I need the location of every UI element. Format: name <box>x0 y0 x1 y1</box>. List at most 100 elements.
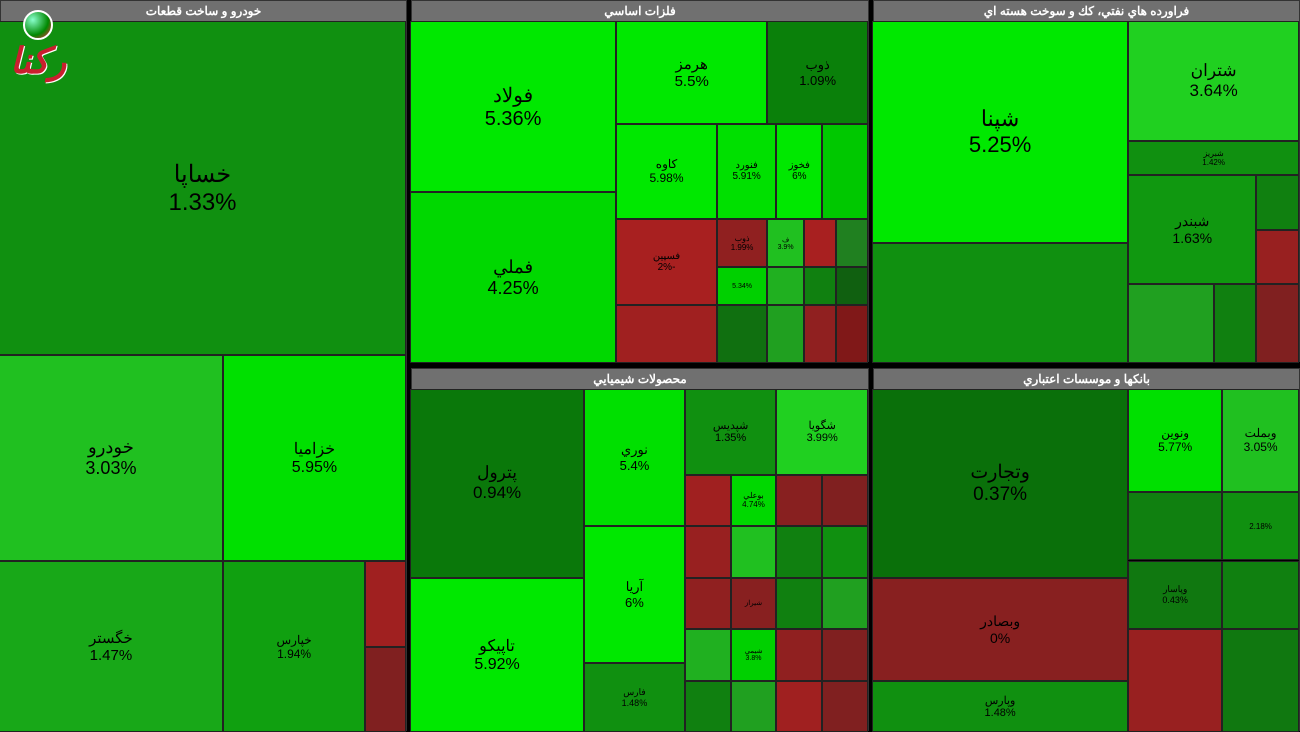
stock-cell[interactable] <box>1128 629 1222 732</box>
stock-cell[interactable]: ف3.9% <box>767 219 804 267</box>
stock-cell[interactable]: فسپین-2% <box>616 219 717 305</box>
stock-cell[interactable]: ذوب1.09% <box>767 21 868 124</box>
stock-cell[interactable]: تاپیکو5.92% <box>410 578 584 732</box>
stock-percent: 4.74% <box>742 500 765 509</box>
stock-cell[interactable] <box>776 526 822 577</box>
stock-cell[interactable] <box>1214 284 1257 363</box>
stock-cell[interactable]: خپارس1.94% <box>223 561 365 732</box>
stock-cell[interactable] <box>685 629 731 680</box>
stock-cell[interactable]: ذوب1.99% <box>717 219 767 267</box>
stock-cell[interactable] <box>365 647 406 732</box>
stock-cell[interactable]: شپدیس1.35% <box>685 389 777 475</box>
stock-cell[interactable] <box>1256 230 1299 285</box>
stock-name: تاپیکو <box>479 636 515 656</box>
stock-cell[interactable] <box>804 267 836 305</box>
stock-cell[interactable] <box>804 305 836 363</box>
stock-cell[interactable]: 2.18% <box>1222 492 1299 561</box>
stock-cell[interactable]: وتجارت0.37% <box>872 389 1128 578</box>
stock-cell[interactable] <box>1256 284 1299 363</box>
stock-cell[interactable] <box>685 475 731 526</box>
stock-cell[interactable]: شیراز <box>731 578 777 629</box>
stock-cell[interactable] <box>822 526 868 577</box>
stock-name: کاوه <box>656 157 677 171</box>
stock-cell[interactable] <box>776 681 822 732</box>
stock-name: ونوین <box>1161 426 1189 440</box>
stock-name: وپارس <box>985 694 1015 707</box>
stock-cell[interactable] <box>767 305 804 363</box>
stock-cell[interactable] <box>1256 175 1299 230</box>
stock-cell[interactable] <box>767 267 804 305</box>
panel-header: فراورده هاي نفتي، كك و سوخت هسته اي <box>874 1 1299 21</box>
stock-name: فنورد <box>736 160 758 171</box>
stock-cell[interactable]: پترول0.94% <box>410 389 584 578</box>
stock-cell[interactable] <box>804 219 836 267</box>
stock-cell[interactable] <box>776 629 822 680</box>
stock-cell[interactable] <box>1222 629 1299 732</box>
stock-cell[interactable]: کاوه5.98% <box>616 124 717 220</box>
stock-cell[interactable]: فولاد5.36% <box>410 21 616 192</box>
stock-cell[interactable] <box>822 681 868 732</box>
stock-percent: 1.33% <box>168 189 236 217</box>
stock-cell[interactable]: نوري5.4% <box>584 389 685 526</box>
stock-cell[interactable] <box>822 578 868 629</box>
stock-cell[interactable] <box>822 124 868 220</box>
panel-header: محصولات شيميايي <box>412 369 868 389</box>
stock-percent: 5.91% <box>732 171 760 182</box>
globe-icon <box>23 10 53 40</box>
stock-cell[interactable] <box>872 243 1128 363</box>
stock-cell[interactable]: 5.34% <box>717 267 767 305</box>
stock-cell[interactable] <box>616 305 717 363</box>
stock-cell[interactable]: وپارس1.48% <box>872 681 1128 732</box>
stock-name: وتجارت <box>970 461 1030 484</box>
stock-cell[interactable]: ونوین5.77% <box>1128 389 1222 492</box>
stock-cell[interactable]: شبندر1.63% <box>1128 175 1256 284</box>
stock-cell[interactable]: فملي4.25% <box>410 192 616 363</box>
stock-cell[interactable] <box>1128 492 1222 561</box>
stock-cell[interactable]: شپنا5.25% <box>872 21 1128 243</box>
stock-cell[interactable]: خودرو3.03% <box>0 355 223 561</box>
stock-percent: 0.43% <box>1162 595 1188 605</box>
stock-name: شیمي <box>745 647 763 655</box>
stock-cell[interactable] <box>685 526 731 577</box>
stock-name: شتران <box>1191 61 1237 81</box>
stock-cell[interactable]: بوعلي4.74% <box>731 475 777 526</box>
stock-cell[interactable]: وبملت3.05% <box>1222 389 1299 492</box>
stock-cell[interactable]: وپاسار0.43% <box>1128 561 1222 630</box>
stock-cell[interactable] <box>822 629 868 680</box>
stock-name: خگستر <box>89 629 133 647</box>
stock-name: وپاسار <box>1163 584 1187 595</box>
stock-percent: -2% <box>658 262 676 273</box>
stock-cell[interactable]: فنورد5.91% <box>717 124 777 220</box>
stock-cell[interactable]: فارس1.48% <box>584 663 685 732</box>
sector-panel: محصولات شيمياييپترول0.94%نوري5.4%شپدیس1.… <box>411 368 869 731</box>
stock-cell[interactable] <box>776 475 822 526</box>
stock-name: فارس <box>623 687 645 698</box>
stock-cell[interactable] <box>365 561 406 646</box>
stock-cell[interactable]: آریا6% <box>584 526 685 663</box>
stock-cell[interactable] <box>836 267 868 305</box>
stock-cell[interactable] <box>1128 284 1213 363</box>
stock-cell[interactable] <box>836 219 868 267</box>
stock-cell[interactable]: وبصادر0% <box>872 578 1128 681</box>
stock-cell[interactable] <box>776 578 822 629</box>
stock-cell[interactable]: شبریز1.42% <box>1128 141 1299 175</box>
stock-cell[interactable] <box>836 305 868 363</box>
stock-cell[interactable]: شیمي3.8% <box>731 629 777 680</box>
stock-cell[interactable] <box>731 526 777 577</box>
stock-cell[interactable] <box>1222 561 1299 630</box>
stock-cell[interactable] <box>685 681 731 732</box>
stock-cell[interactable]: شگویا3.99% <box>776 389 868 475</box>
stock-cell[interactable] <box>822 475 868 526</box>
stock-cell[interactable] <box>717 305 767 363</box>
stock-percent: 3.64% <box>1190 81 1238 101</box>
stock-cell[interactable] <box>685 578 731 629</box>
stock-cell[interactable] <box>731 681 777 732</box>
stock-percent: 4.25% <box>488 278 539 299</box>
stock-cell[interactable]: شتران3.64% <box>1128 21 1299 141</box>
stock-cell[interactable]: فخوز6% <box>776 124 822 220</box>
stock-percent: 0% <box>990 630 1010 646</box>
stock-cell[interactable]: هرمز5.5% <box>616 21 767 124</box>
stock-name: فولاد <box>493 83 533 108</box>
stock-cell[interactable]: خزامیا5.95% <box>223 355 406 561</box>
stock-cell[interactable]: خگستر1.47% <box>0 561 223 732</box>
